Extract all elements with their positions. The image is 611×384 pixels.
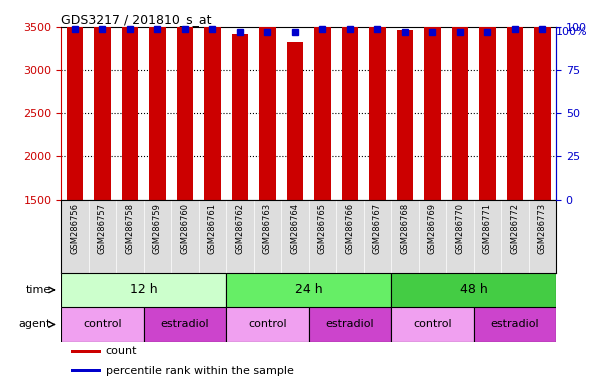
Text: 100%: 100% [556,27,588,37]
Bar [149,0,166,200]
Text: control: control [413,319,452,329]
Text: percentile rank within the sample: percentile rank within the sample [106,366,293,376]
Bar [474,307,556,342]
Text: GSM286769: GSM286769 [428,204,437,254]
Bar [71,369,101,372]
Bar [67,0,83,200]
Bar [226,273,391,307]
Text: GSM286771: GSM286771 [483,204,492,254]
Text: GSM286773: GSM286773 [538,204,547,255]
Text: GSM286759: GSM286759 [153,204,162,254]
Bar [507,0,523,200]
Text: 24 h: 24 h [295,283,323,296]
Text: estradiol: estradiol [326,319,374,329]
Text: 48 h: 48 h [459,283,488,296]
Bar [397,30,413,200]
Text: GSM286761: GSM286761 [208,204,217,254]
Bar [94,0,111,200]
Bar [204,0,221,200]
Bar [144,307,226,342]
Bar [369,0,386,200]
Text: GSM286768: GSM286768 [400,204,409,255]
Bar [71,350,101,353]
Text: GDS3217 / 201810_s_at: GDS3217 / 201810_s_at [61,13,211,26]
Text: count: count [106,346,137,356]
Bar [452,9,468,200]
Text: GSM286765: GSM286765 [318,204,327,254]
Text: agent: agent [19,319,51,329]
Text: GSM286772: GSM286772 [510,204,519,254]
Text: control: control [83,319,122,329]
Text: GSM286767: GSM286767 [373,204,382,255]
Bar [534,0,551,200]
Text: GSM286766: GSM286766 [345,204,354,255]
Bar [122,0,138,200]
Bar [391,307,474,342]
Text: control: control [248,319,287,329]
Bar [391,273,556,307]
Bar [309,307,391,342]
Text: 12 h: 12 h [130,283,158,296]
Text: time: time [26,285,51,295]
Text: GSM286756: GSM286756 [70,204,79,254]
Text: GSM286764: GSM286764 [290,204,299,254]
Bar [424,10,441,200]
Text: estradiol: estradiol [491,319,539,329]
Text: GSM286760: GSM286760 [180,204,189,254]
Bar [342,0,358,200]
Bar [314,0,331,200]
Bar [232,34,248,200]
Text: GSM286758: GSM286758 [125,204,134,254]
Text: GSM286757: GSM286757 [98,204,107,254]
Bar [226,307,309,342]
Text: GSM286770: GSM286770 [455,204,464,254]
Text: GSM286762: GSM286762 [235,204,244,254]
Text: GSM286763: GSM286763 [263,204,272,255]
Bar [479,20,496,200]
Text: estradiol: estradiol [161,319,209,329]
Bar [61,307,144,342]
Bar [287,42,303,200]
Bar [259,23,276,200]
Bar [177,0,193,200]
Bar [61,273,226,307]
